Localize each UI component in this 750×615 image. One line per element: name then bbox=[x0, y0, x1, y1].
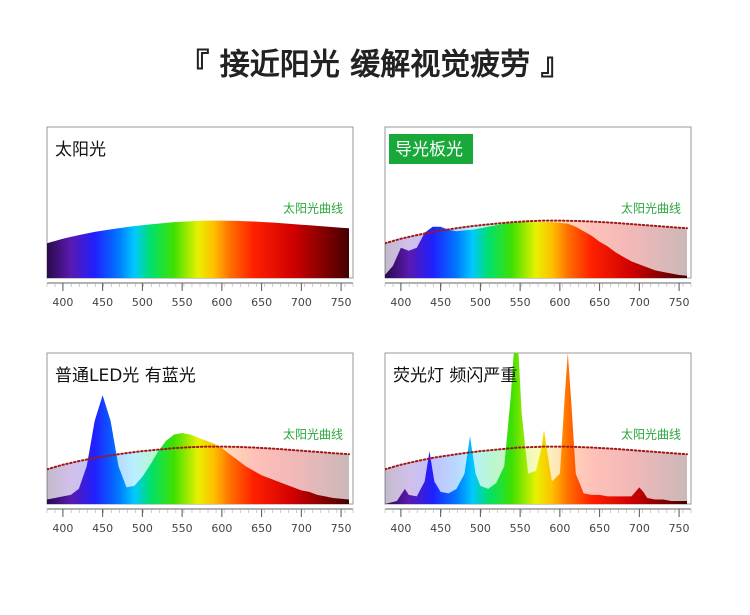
x-tick-label: 550 bbox=[510, 296, 531, 309]
x-tick-label: 450 bbox=[92, 296, 113, 309]
spectrum-area bbox=[47, 395, 349, 504]
plot-area bbox=[385, 219, 688, 278]
x-tick-label: 400 bbox=[52, 296, 73, 309]
x-tick-label: 750 bbox=[331, 296, 352, 309]
x-tick-label: 750 bbox=[669, 522, 690, 535]
panel-title: 导光板光 bbox=[395, 140, 463, 160]
reference-curve bbox=[385, 219, 688, 245]
x-tick-label: 650 bbox=[589, 296, 610, 309]
annotation: 太阳光曲线 bbox=[621, 427, 681, 442]
x-tick-label: 400 bbox=[390, 296, 411, 309]
x-tick-label: 400 bbox=[52, 522, 73, 535]
page-title: 『 接近阳光 缓解视觉疲劳 』 bbox=[179, 48, 570, 83]
x-tick-label: 700 bbox=[291, 522, 312, 535]
x-tick-label: 600 bbox=[211, 522, 232, 535]
spectrum-area bbox=[385, 353, 687, 504]
panel-title: 荧光灯 频闪严重 bbox=[393, 366, 517, 386]
x-tick-label: 500 bbox=[470, 296, 491, 309]
x-tick-label: 700 bbox=[291, 296, 312, 309]
x-tick-label: 450 bbox=[430, 296, 451, 309]
annotation: 太阳光曲线 bbox=[283, 201, 343, 216]
plot-area bbox=[385, 353, 688, 504]
x-tick-label: 400 bbox=[390, 522, 411, 535]
x-tick-label: 650 bbox=[251, 522, 272, 535]
panel-title: 太阳光 bbox=[55, 140, 106, 160]
annotation: 太阳光曲线 bbox=[621, 201, 681, 216]
x-tick-label: 600 bbox=[211, 296, 232, 309]
annotation: 太阳光曲线 bbox=[283, 427, 343, 442]
x-tick-label: 700 bbox=[629, 296, 650, 309]
x-tick-label: 600 bbox=[549, 522, 570, 535]
x-tick-label: 750 bbox=[331, 522, 352, 535]
x-tick-label: 700 bbox=[629, 522, 650, 535]
x-tick-label: 750 bbox=[669, 296, 690, 309]
x-tick-label: 500 bbox=[470, 522, 491, 535]
x-tick-label: 600 bbox=[549, 296, 570, 309]
x-tick-label: 550 bbox=[510, 522, 531, 535]
x-tick-label: 650 bbox=[589, 522, 610, 535]
x-tick-label: 500 bbox=[132, 296, 153, 309]
plot-area bbox=[47, 395, 350, 504]
x-tick-label: 650 bbox=[251, 296, 272, 309]
x-tick-label: 450 bbox=[92, 522, 113, 535]
x-tick-label: 450 bbox=[430, 522, 451, 535]
spectrum-area bbox=[385, 222, 687, 278]
spectrum-area bbox=[47, 220, 349, 278]
reference-curve bbox=[385, 445, 688, 471]
x-tick-label: 550 bbox=[172, 296, 193, 309]
title-badge bbox=[389, 134, 473, 164]
panel-title: 普通LED光 有蓝光 bbox=[55, 366, 196, 386]
reference-curve bbox=[47, 445, 350, 471]
plot-area bbox=[47, 220, 349, 278]
x-tick-label: 550 bbox=[172, 522, 193, 535]
x-tick-label: 500 bbox=[132, 522, 153, 535]
